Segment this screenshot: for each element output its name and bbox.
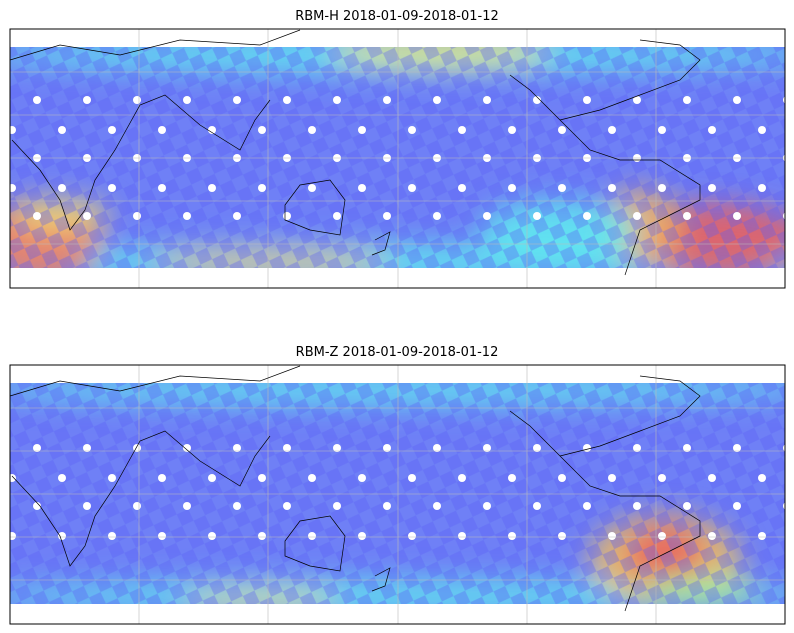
map-title: RBM-H 2018-01-09-2018-01-12 [295,9,499,24]
coastline [9,29,301,61]
map-panel [9,364,786,625]
coastline [509,410,701,612]
field-dots [10,426,785,556]
coastline [371,567,391,592]
map-title: RBM-Z 2018-01-09-2018-01-12 [296,345,499,360]
coastline [9,365,301,397]
coastlines [9,29,701,276]
data-field [10,383,785,604]
map-frame [9,364,786,625]
coastline [284,515,346,572]
coastline [371,231,391,256]
field-dots [10,90,785,220]
coastlines [9,365,701,612]
map-frame [9,28,786,289]
map-panel [9,28,786,289]
coastline [559,39,701,121]
coastline [11,94,271,231]
coastline [284,179,346,236]
coastline [509,74,701,276]
data-field [10,47,785,268]
coastline [11,430,271,567]
coastline [559,375,701,457]
